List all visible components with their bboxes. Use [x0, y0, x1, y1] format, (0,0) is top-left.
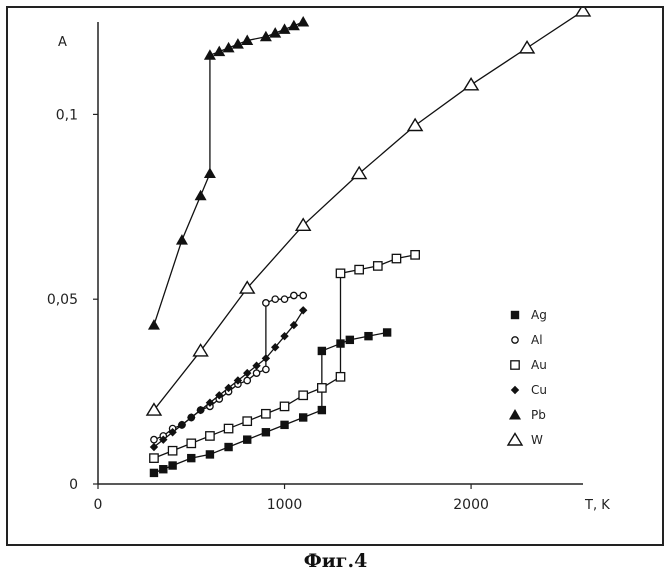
series-w: [147, 8, 590, 415]
chart-svg: 0 1000 2000 0 0,05 0,1 A T, K Ag Al Au Cu Pb W: [8, 8, 662, 544]
series-al: [151, 292, 307, 443]
series-w-point: [147, 404, 161, 416]
legend-label-pb: Pb: [531, 408, 546, 422]
series-pb-point: [297, 16, 309, 27]
legend-marker-al: [512, 337, 518, 343]
series-w-line: [154, 11, 583, 410]
series-al-point: [263, 300, 269, 306]
y-axis-label: A: [58, 35, 67, 50]
series-au-point: [187, 439, 195, 447]
series-pb-line: [154, 22, 303, 325]
series-w-point: [576, 8, 590, 16]
x-axis-label: T, K: [584, 498, 610, 513]
series-au-point: [374, 262, 382, 270]
series-au-point: [411, 251, 419, 259]
series-al-point: [291, 292, 297, 298]
series-pb-point: [204, 168, 216, 179]
series-pb-point: [232, 38, 244, 48]
series-ag-point: [318, 406, 326, 414]
legend-label-au: Au: [531, 358, 547, 372]
legend-marker-ag: [511, 311, 519, 319]
series-au-point: [206, 432, 214, 440]
series-au-point: [355, 265, 363, 273]
figure-caption: Фиг.4: [0, 550, 671, 572]
series-pb-point: [148, 319, 160, 330]
legend: Ag Al Au Cu Pb W: [508, 308, 547, 447]
legend-label-ag: Ag: [531, 308, 547, 322]
series-ag-point: [383, 328, 391, 336]
series-pb: [148, 16, 309, 330]
series-ag-point: [168, 461, 176, 469]
series-au-point: [224, 424, 232, 432]
series-al-point: [272, 296, 278, 302]
series-cu-point: [299, 306, 307, 314]
figure-frame: 0 1000 2000 0 0,05 0,1 A T, K Ag Al Au Cu Pb W: [6, 6, 664, 546]
series-ag-point: [187, 454, 195, 462]
series-au-point: [336, 269, 344, 277]
y-tick-label: 0,05: [47, 292, 78, 308]
series-au-point: [299, 391, 307, 399]
series-au-point: [168, 447, 176, 455]
legend-label-al: Al: [531, 333, 543, 347]
series-w-point: [408, 119, 422, 131]
series-ag-point: [206, 450, 214, 458]
series-au-point: [392, 254, 400, 262]
series-au-point: [243, 417, 251, 425]
series-pb-point: [213, 46, 225, 57]
series-pb-point: [288, 20, 300, 31]
series-al-point: [300, 292, 306, 298]
series-ag-point: [299, 413, 307, 421]
y-tick-label: 0,1: [56, 107, 78, 123]
legend-marker-w: [508, 434, 522, 446]
legend-marker-pb: [509, 409, 521, 420]
series-pb-point: [260, 31, 272, 42]
x-tick-label: 2000: [453, 497, 489, 513]
series-al-point: [263, 366, 269, 372]
series-al-point: [253, 370, 259, 376]
series-pb-point: [223, 42, 235, 53]
series-w-point: [464, 78, 478, 90]
series-ag-point: [243, 435, 251, 443]
y-tick-label: 0: [69, 477, 78, 493]
series-ag-point: [346, 336, 354, 344]
series-ag-point: [280, 421, 288, 429]
x-tick-label: 1000: [267, 497, 303, 513]
legend-marker-cu: [511, 386, 519, 394]
series-pb-point: [195, 190, 207, 201]
series-au-point: [280, 402, 288, 410]
series-w-point: [194, 344, 208, 356]
series-pb-point: [279, 23, 291, 33]
series-ag-point: [150, 469, 158, 477]
series-au-point: [318, 384, 326, 392]
series-au-point: [262, 410, 270, 418]
legend-label-cu: Cu: [531, 383, 547, 397]
series-ag-point: [318, 347, 326, 355]
series-ag-point: [364, 332, 372, 340]
series-al-line: [154, 296, 303, 440]
series-au: [150, 251, 420, 463]
x-tick-label: 0: [94, 497, 103, 513]
series-au-point: [336, 373, 344, 381]
series-pb-point: [269, 27, 281, 37]
series-pb-point: [176, 234, 188, 245]
legend-label-w: W: [531, 433, 543, 447]
series-al-point: [281, 296, 287, 302]
series-pb-point: [204, 49, 216, 60]
series-al-point: [151, 436, 157, 442]
legend-marker-au: [511, 361, 519, 369]
series-ag-point: [159, 465, 167, 473]
series-au-point: [150, 454, 158, 462]
series-ag-point: [262, 428, 270, 436]
series-ag: [150, 328, 392, 477]
series-ag-point: [224, 443, 232, 451]
series-al-point: [244, 377, 250, 383]
series-w-point: [520, 41, 534, 53]
